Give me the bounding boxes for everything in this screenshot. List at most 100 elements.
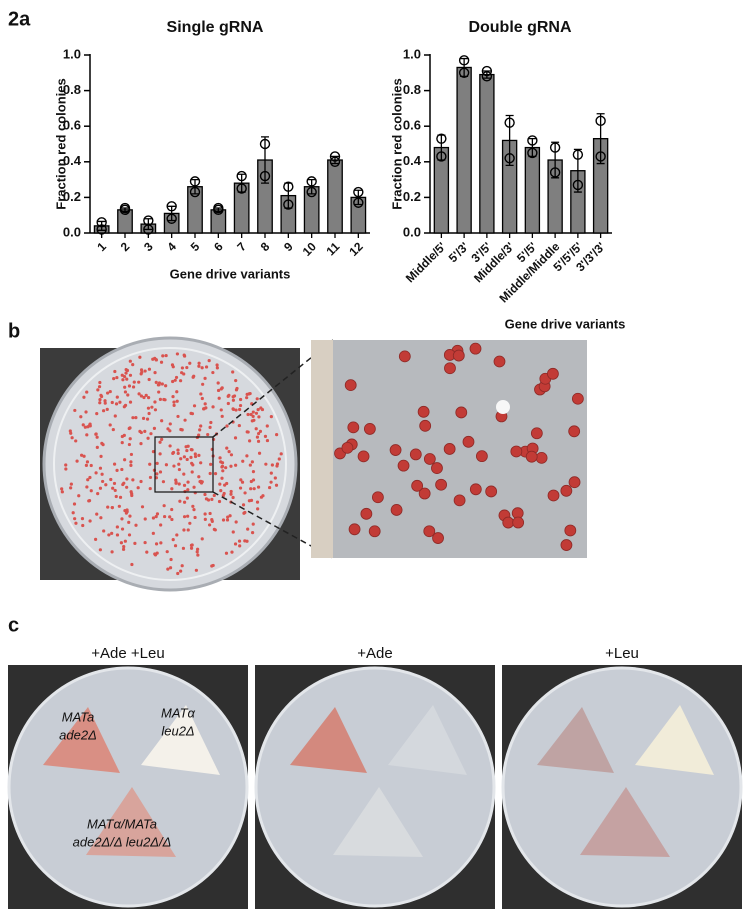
colony [111,486,115,490]
colony [255,397,259,401]
colony [247,499,251,503]
colony [118,495,123,499]
colony [212,493,216,498]
colony [207,523,212,527]
y-tick-label: 0.2 [403,189,421,204]
colony [219,460,223,464]
colony [217,396,221,400]
colony [141,416,146,420]
colony [371,491,384,504]
colony [160,382,164,386]
colony [80,453,84,457]
colony [240,480,245,484]
colony [225,481,229,486]
colony [114,494,118,499]
colony [211,370,215,375]
colony [125,510,129,514]
y-tick-label: 0.0 [403,224,421,239]
bar [456,66,472,234]
colony [74,439,78,443]
colony [248,391,252,396]
colony [190,543,194,547]
colony [229,464,233,468]
colony [186,528,190,532]
colony [360,507,373,520]
colony [199,461,203,465]
colony [98,401,102,405]
data-point [259,138,271,150]
colony [159,541,163,545]
colony [182,455,186,459]
colony [131,385,136,389]
colony [149,432,153,436]
data-point [189,186,201,198]
colony [158,452,162,456]
colony [182,500,187,504]
colony [257,431,261,436]
zoom-photo [311,340,587,558]
colony [94,432,98,436]
colony [69,486,73,490]
colony [117,504,121,508]
colony [389,444,402,456]
colony [110,506,114,510]
colony [245,396,249,400]
colony [215,363,219,367]
plates: +Ade +Leu +Ade +Leu MATa ade2Δ MATα leu2Δ MATα/… [7,645,743,909]
colony [80,517,85,521]
plate [254,666,496,908]
colony [273,476,277,480]
colony [139,394,143,398]
colony [275,433,279,437]
colony [245,454,249,458]
colony [220,386,224,390]
colony [270,463,274,467]
bar [210,209,227,234]
colony [199,392,203,396]
colony [249,479,253,484]
data-point [353,186,364,198]
colony [220,476,224,480]
streak [290,707,367,773]
colony [98,486,103,490]
colony [347,421,360,434]
colony [257,415,261,419]
colony [204,406,208,410]
data-point [259,170,271,182]
data-point [527,135,538,146]
x-tick-label: 12 [346,239,366,259]
colony [254,427,258,431]
colony [133,541,137,545]
colony [204,365,209,369]
data-point [283,199,294,210]
colony [560,484,573,497]
panel-label: b [8,320,20,342]
colony [148,475,153,480]
colony [154,514,158,519]
panel-label: 2a [8,8,31,30]
colony [363,423,376,435]
colony [75,459,79,463]
colony [106,505,110,509]
streak [537,707,614,773]
colony [164,463,169,467]
colony [122,545,126,549]
colony [248,439,252,443]
colony [120,434,124,439]
colony [111,427,115,432]
colony [110,550,114,554]
colony [103,399,107,403]
colony [115,468,119,472]
data-point [306,186,317,198]
colony [189,546,194,550]
colony [209,462,213,466]
colony [158,397,162,401]
data-point [166,213,177,224]
colony [249,487,253,491]
colony [143,369,147,373]
colony [238,486,243,490]
colony [219,489,223,493]
colony [146,406,151,410]
colony [85,460,90,464]
colony [462,435,475,448]
